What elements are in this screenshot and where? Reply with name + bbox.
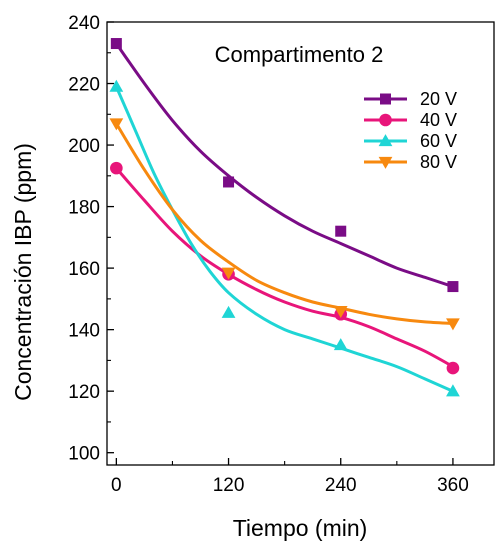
x-tick-label: 120 [213, 475, 245, 496]
fit-line-60v [114, 85, 455, 393]
x-axis-title: Tiempo (min) [233, 515, 368, 541]
fit-line-40v [114, 166, 455, 369]
legend-marker-60v [378, 134, 393, 147]
data-point-80v [109, 118, 124, 131]
data-point-60v [109, 79, 124, 92]
x-tick-label: 240 [325, 475, 357, 496]
y-tick-label: 160 [68, 259, 100, 280]
y-tick-label: 240 [68, 13, 100, 34]
plot-frame [106, 21, 495, 466]
legend-label-60v: 60 V [420, 131, 457, 151]
y-axis-title: Concentración IBP (ppm) [10, 143, 36, 401]
data-point-20v [223, 176, 235, 188]
legend-label-40v: 40 V [420, 110, 457, 130]
x-tick-label: 0 [111, 475, 122, 496]
legend-label-80v: 80 V [420, 152, 457, 172]
data-point-80v [221, 267, 236, 280]
chart-title: Compartimento 2 [215, 42, 384, 67]
fit-line-20v [114, 42, 455, 289]
legend-marker-80v [378, 156, 393, 169]
x-axis: 0 120 240 360 [111, 458, 469, 496]
data-point-20v [110, 38, 122, 50]
data-point-40v [446, 361, 460, 375]
y-tick-label: 120 [68, 382, 100, 403]
plot-border [106, 21, 495, 466]
legend-marker-40v [379, 113, 392, 127]
legend: 20 V40 V60 V80 V [364, 89, 457, 172]
data-point-60v [333, 338, 348, 351]
legend-label-20v: 20 V [420, 89, 457, 109]
y-tick-label: 140 [68, 321, 100, 342]
y-tick-label: 220 [68, 75, 100, 96]
data-point-20v [447, 281, 459, 293]
data-point-40v [110, 161, 123, 175]
data-point-60v [221, 305, 236, 318]
y-tick-label: 180 [68, 198, 100, 219]
data-point-20v [335, 225, 347, 237]
y-axis: 100 120 140 160 180 200 220 240 [68, 13, 114, 465]
data-point-80v [333, 306, 348, 319]
y-tick-label: 100 [68, 444, 100, 465]
data-markers [109, 38, 460, 397]
legend-marker-20v [380, 93, 391, 105]
fit-line-80v [114, 122, 455, 325]
data-point-60v [446, 384, 460, 397]
y-tick-label: 200 [68, 136, 100, 157]
fit-lines [114, 42, 455, 393]
x-tick-label: 360 [437, 475, 469, 496]
data-point-80v [446, 318, 460, 331]
